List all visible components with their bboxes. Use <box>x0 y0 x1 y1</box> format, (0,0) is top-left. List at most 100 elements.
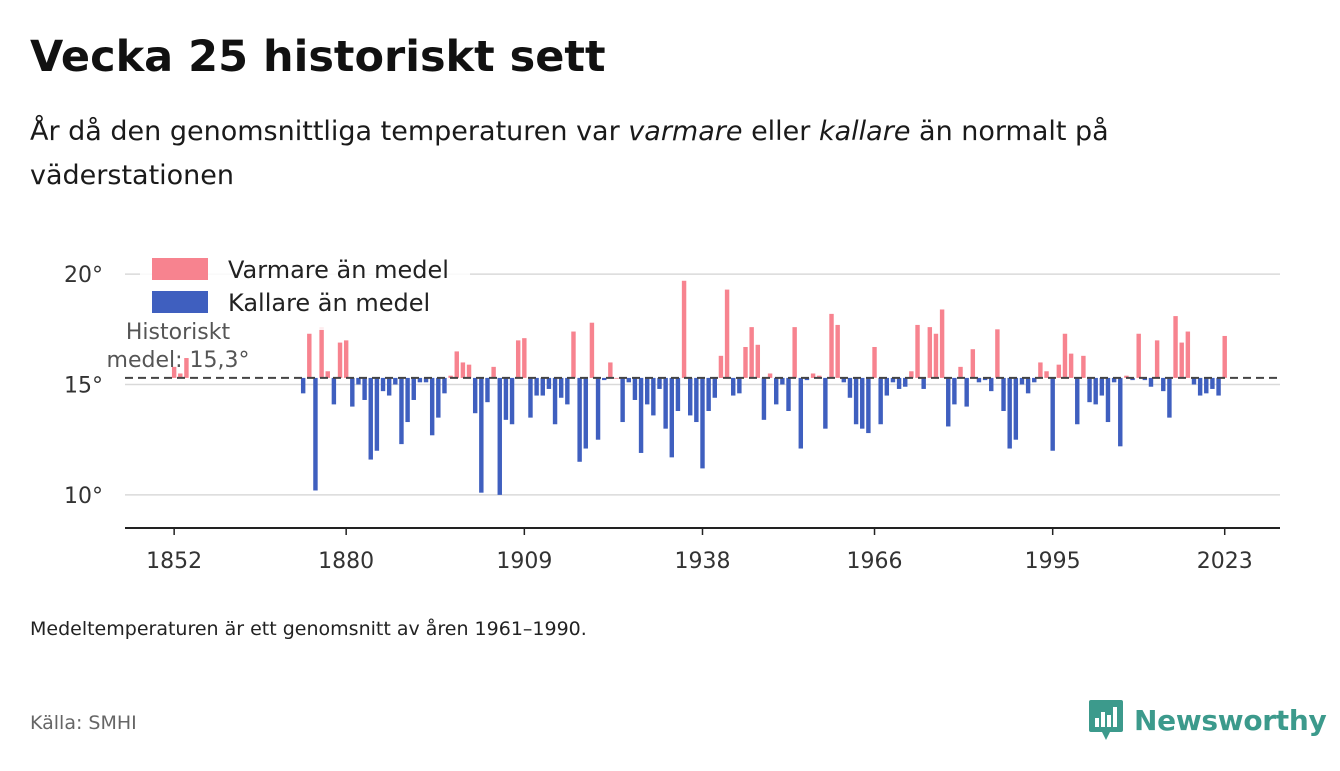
bar-2009 <box>1136 333 1141 378</box>
bar-1908 <box>515 340 521 378</box>
legend-label-warm: Varmare än medel <box>228 256 449 284</box>
newsworthy-logo-icon <box>1089 700 1123 740</box>
bar-1965 <box>866 377 871 434</box>
bar-1909 <box>522 338 527 378</box>
bar-1964 <box>860 377 865 429</box>
bar-1946 <box>749 327 754 378</box>
mean-annotation-line-2: medel: 15,3° <box>107 348 250 373</box>
bar-2010 <box>1142 377 1148 381</box>
bar-1901 <box>472 377 478 414</box>
bar-1895 <box>436 377 441 418</box>
bar-1983 <box>976 377 982 383</box>
bar-1978 <box>946 377 951 427</box>
bar-1939 <box>706 377 711 412</box>
bar-2013 <box>1161 377 1166 392</box>
chart-subtitle: År då den genomsnittliga temperaturen va… <box>30 110 1260 198</box>
bar-2020 <box>1204 377 1209 394</box>
bar-1994 <box>1044 371 1049 378</box>
bar-1885 <box>374 377 380 451</box>
temperature-bar-chart: 10° 15° 20° 1852 1880 1909 1938 1966 1995 2023 Va… <box>64 250 1280 574</box>
y-tick-label-15: 15° <box>64 374 103 399</box>
bar-1960 <box>835 324 840 378</box>
bar-2016 <box>1179 342 1184 378</box>
bar-1894 <box>429 377 435 436</box>
bar-1930 <box>651 377 656 416</box>
bar-1926 <box>626 377 631 383</box>
bar-1923 <box>608 362 613 378</box>
bar-1903 <box>485 377 490 403</box>
bar-1999 <box>1075 377 1080 425</box>
bar-1877 <box>325 371 330 378</box>
bar-1899 <box>460 362 466 378</box>
bar-1976 <box>933 333 939 378</box>
bar-1892 <box>417 377 423 383</box>
source-credit: Källa: SMHI <box>30 712 137 734</box>
newsworthy-logo[interactable]: Newsworthy <box>1088 698 1327 742</box>
x-tick-label-1880: 1880 <box>318 549 374 574</box>
bar-1873 <box>300 377 306 394</box>
bar-1905 <box>497 377 502 495</box>
bar-2014 <box>1167 377 1172 418</box>
bar-2011 <box>1148 377 1154 387</box>
legend: Varmare än medel Kallare än medel <box>140 250 470 330</box>
bar-2007 <box>1124 375 1129 378</box>
bar-1982 <box>970 349 976 378</box>
bar-1928 <box>638 377 644 453</box>
bar-1884 <box>368 377 373 460</box>
subtitle-text-2: eller <box>742 116 819 147</box>
bar-1853 <box>178 373 183 378</box>
bar-1897 <box>448 375 453 378</box>
bar-1961 <box>841 377 847 383</box>
bar-1951 <box>780 377 785 385</box>
bar-1992 <box>1032 377 1037 383</box>
bar-1922 <box>601 377 607 381</box>
bar-1997 <box>1062 333 1068 378</box>
bars <box>171 280 1227 495</box>
bar-1921 <box>595 377 601 440</box>
bar-1955 <box>804 377 810 381</box>
bar-1935 <box>681 280 687 378</box>
bar-2004 <box>1105 377 1111 423</box>
bar-1887 <box>386 377 392 396</box>
bar-2000 <box>1081 355 1086 378</box>
bar-2019 <box>1197 377 1203 396</box>
bar-1952 <box>786 377 791 412</box>
bar-1882 <box>356 377 361 385</box>
bar-1893 <box>423 377 429 383</box>
subtitle-text-1: År då den genomsnittliga temperaturen va… <box>30 116 629 147</box>
bar-1906 <box>503 377 509 420</box>
bar-1888 <box>393 377 398 385</box>
x-tick-label-1938: 1938 <box>675 549 731 574</box>
x-tick-label-1995: 1995 <box>1025 549 1081 574</box>
footnote: Medeltemperaturen är ett genomsnitt av å… <box>30 618 587 640</box>
subtitle-cold-word: kallare <box>818 116 911 147</box>
bar-2005 <box>1111 377 1117 383</box>
bar-1854 <box>184 358 189 378</box>
bar-1945 <box>743 346 748 378</box>
bar-1943 <box>731 377 736 396</box>
bar-1966 <box>872 346 877 378</box>
legend-label-cold: Kallare än medel <box>228 289 430 317</box>
bar-1878 <box>331 377 337 405</box>
bar-1957 <box>817 375 822 378</box>
bar-1876 <box>319 327 324 378</box>
bar-1958 <box>823 377 828 429</box>
bar-1918 <box>577 377 582 462</box>
bar-1880 <box>343 340 349 378</box>
bar-1902 <box>479 377 484 493</box>
bar-1949 <box>767 373 773 378</box>
bar-1933 <box>669 377 674 458</box>
subtitle-warm-word: varmare <box>628 116 743 147</box>
bar-1985 <box>989 377 994 392</box>
bar-1915 <box>558 377 564 398</box>
bar-2021 <box>1210 377 1215 389</box>
bar-2008 <box>1130 377 1135 381</box>
bar-1947 <box>755 344 761 378</box>
bar-1968 <box>884 377 890 396</box>
bar-1977 <box>939 309 945 378</box>
bar-2022 <box>1216 377 1221 396</box>
bar-1953 <box>792 327 797 378</box>
mean-annotation-line-1: Historiskt <box>126 320 231 345</box>
bar-1886 <box>380 377 386 392</box>
bar-1948 <box>761 377 767 420</box>
